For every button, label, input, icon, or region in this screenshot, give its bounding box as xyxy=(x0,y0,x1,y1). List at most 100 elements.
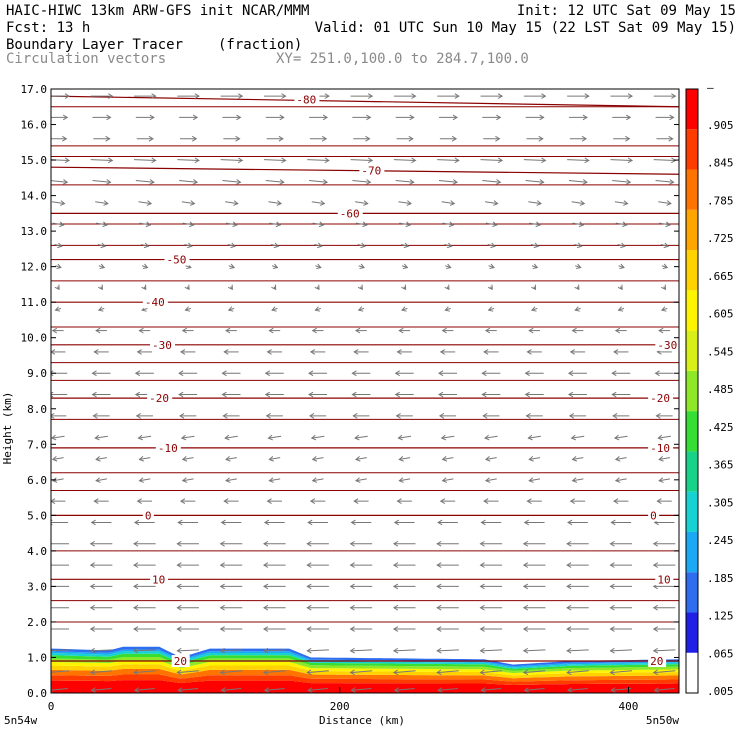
wind-vector-head xyxy=(392,562,399,568)
wind-vector-head xyxy=(454,93,460,99)
isotherm-label: 20 xyxy=(650,655,663,668)
wind-vector-head xyxy=(609,669,615,676)
wind-vector-head xyxy=(134,391,141,398)
wind-vector xyxy=(268,435,282,439)
wind-vector-head xyxy=(533,242,540,249)
wind-vector-head xyxy=(151,157,157,164)
wind-vector-head xyxy=(566,647,572,654)
wind-vector-head xyxy=(227,284,233,291)
wind-vector-head xyxy=(401,284,407,291)
isotherm-label: 0 xyxy=(145,509,152,522)
wind-vector-head xyxy=(522,626,529,632)
wind-vector xyxy=(225,435,238,439)
wind-vector-head xyxy=(497,157,504,164)
wind-vector xyxy=(312,457,324,460)
wind-vector-head xyxy=(51,434,57,441)
wind-vector-head xyxy=(444,306,450,312)
isotherm-label: 10 xyxy=(657,573,670,586)
wind-vector-head xyxy=(306,562,312,568)
x-end-label-left: 5n54w xyxy=(4,714,37,727)
wind-vector-head xyxy=(441,477,448,483)
wind-vector xyxy=(311,435,325,439)
tracer-band xyxy=(51,680,679,693)
colorbar-label: .065 xyxy=(707,647,734,660)
wind-vector-head xyxy=(394,391,400,398)
wind-vector xyxy=(51,201,65,205)
wind-vector-head xyxy=(574,284,580,291)
wind-vector xyxy=(52,478,64,482)
wind-vector-head xyxy=(97,284,103,291)
tracer-shading xyxy=(51,646,679,693)
wind-vector-head xyxy=(354,434,360,441)
wind-vector xyxy=(568,179,587,183)
cross-section-endpoints: XY= 251.0,100.0 to 284.7,100.0 xyxy=(276,51,529,67)
wind-vector xyxy=(263,670,286,674)
y-tick-label: 7.0 xyxy=(27,438,47,451)
wind-vector-head xyxy=(179,349,186,355)
wind-vector-head xyxy=(187,242,193,249)
wind-vector xyxy=(442,222,454,226)
wind-vector-head xyxy=(90,519,96,526)
wind-vector-head xyxy=(307,687,313,693)
wind-vector-head xyxy=(350,519,356,526)
wind-vector-head xyxy=(392,626,399,632)
wind-vector xyxy=(222,179,241,183)
wind-vector-head xyxy=(309,498,316,504)
wind-vector-head xyxy=(668,135,674,142)
wind-vector-head xyxy=(440,434,447,441)
wind-vector-head xyxy=(137,434,144,441)
wind-vector xyxy=(351,688,372,691)
wind-vector-head xyxy=(539,114,545,121)
wind-vector-head xyxy=(522,647,529,654)
wind-vector-head xyxy=(405,221,412,228)
wind-vector xyxy=(312,222,324,226)
wind-vector-head xyxy=(264,391,271,398)
wind-vector-head xyxy=(262,540,269,547)
y-tick-label: 13.0 xyxy=(21,225,48,238)
isotherm-label: -10 xyxy=(650,442,670,455)
wind-vector xyxy=(134,159,156,162)
wind-vector xyxy=(660,243,669,247)
isotherm-label-bg xyxy=(359,164,385,177)
wind-vector xyxy=(617,243,625,247)
wind-vector xyxy=(311,201,325,205)
wind-vector xyxy=(480,159,503,162)
wind-vector-head xyxy=(365,135,371,142)
wind-vector-head xyxy=(567,519,573,526)
wind-vector-head xyxy=(232,221,238,228)
wind-vector-head xyxy=(493,200,499,206)
wind-vector-head xyxy=(276,200,283,206)
wind-vector-head xyxy=(541,157,547,164)
wind-vector-head xyxy=(272,263,279,270)
wind-vector xyxy=(571,201,585,205)
y-tick-label: 0.0 xyxy=(27,687,47,700)
wind-vector-head xyxy=(409,114,415,121)
wind-vector xyxy=(225,201,238,205)
wind-vector xyxy=(567,649,589,652)
wind-vector-head xyxy=(223,349,229,355)
isotherm-label-bg xyxy=(648,655,667,668)
wind-vector-head xyxy=(54,306,61,312)
wind-vector-head xyxy=(479,583,485,590)
wind-vector-head xyxy=(532,263,539,270)
wind-vector xyxy=(51,180,68,183)
wind-vector-head xyxy=(436,540,442,547)
wind-vector-head xyxy=(219,626,225,632)
wind-vector xyxy=(399,222,411,226)
wind-vector-head xyxy=(133,626,139,632)
wind-vector-head xyxy=(489,263,495,270)
wind-vector-head xyxy=(613,498,619,504)
wind-vector-head xyxy=(353,498,359,504)
wind-vector-head xyxy=(349,540,355,547)
wind-vector-head xyxy=(609,540,615,547)
wind-vector-head xyxy=(51,456,58,462)
wind-vector-head xyxy=(148,135,154,142)
wind-vector-head xyxy=(181,327,188,334)
wind-vector-head xyxy=(525,413,531,419)
wind-vector-head xyxy=(267,434,273,441)
wind-vector xyxy=(90,159,113,162)
wind-vector-head xyxy=(219,583,225,590)
wind-vector xyxy=(525,179,544,183)
wind-vector-head xyxy=(62,135,68,142)
wind-vector-head xyxy=(620,242,626,249)
